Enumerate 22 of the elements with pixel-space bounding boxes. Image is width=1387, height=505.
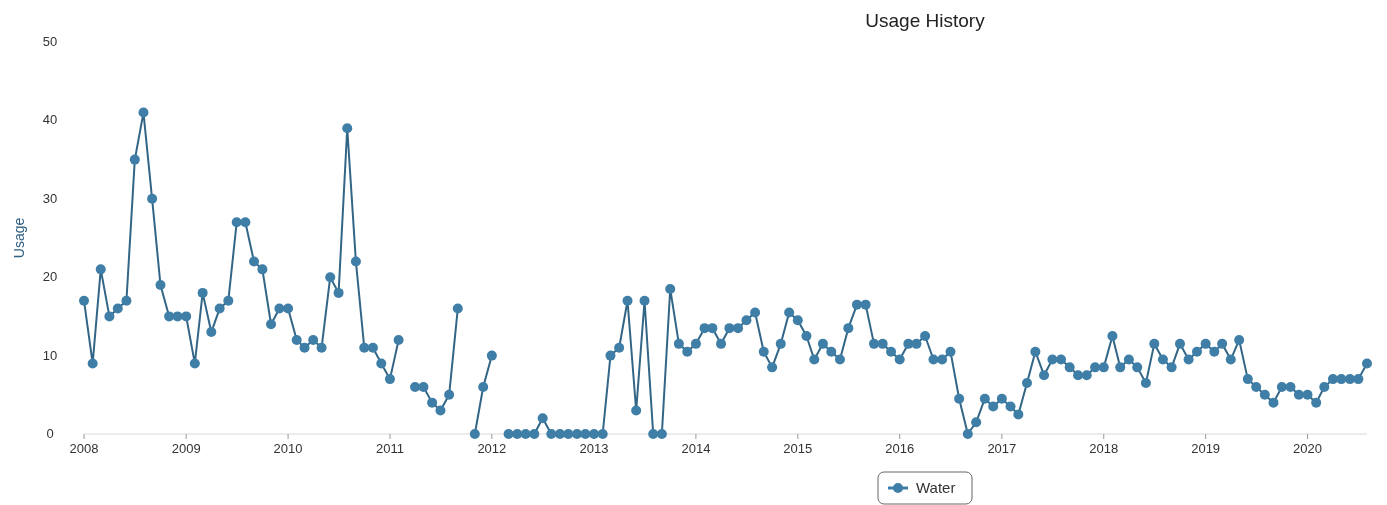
x-tick-label: 2014	[681, 441, 711, 456]
chart-title: Usage History	[865, 10, 986, 31]
x-tick-label: 2010	[273, 441, 303, 456]
x-tick-label: 2008	[69, 441, 99, 456]
x-tick-label: 2019	[1191, 441, 1221, 456]
y-tick-label: 50	[42, 34, 58, 49]
y-tick-label: 0	[46, 426, 54, 441]
x-tick-label: 2011	[375, 441, 404, 456]
x-tick-label: 2013	[579, 441, 609, 456]
x-tick-label: 2015	[783, 441, 813, 456]
x-tick-label: 2018	[1089, 441, 1119, 456]
x-tick-label: 2012	[477, 441, 507, 456]
x-tick-label: 2017	[987, 441, 1017, 456]
y-tick-label: 40	[42, 112, 58, 128]
x-tick-label: 2020	[1293, 441, 1322, 456]
legend-label: Water	[916, 479, 956, 496]
y-tick-label: 10	[42, 347, 58, 363]
y-tick-label: 20	[42, 269, 58, 285]
x-tick-label: 2016	[885, 441, 915, 456]
y-tick-label: 30	[42, 190, 58, 206]
x-tick-label: 2009	[171, 441, 201, 456]
y-axis-title: Usage	[11, 217, 27, 259]
